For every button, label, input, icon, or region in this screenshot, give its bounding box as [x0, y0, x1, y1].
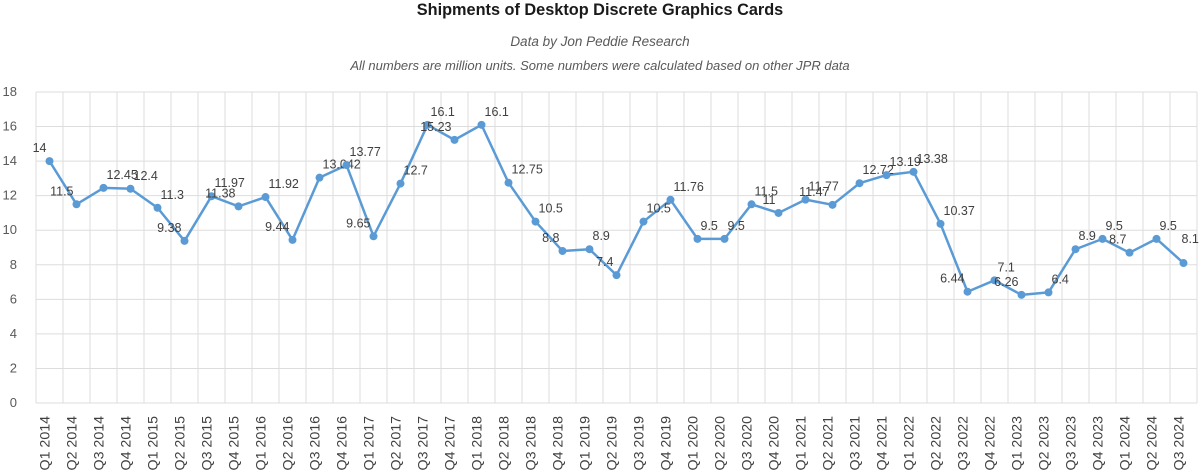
svg-text:Q1 2015: Q1 2015 — [146, 416, 162, 471]
svg-text:Q3 2019: Q3 2019 — [632, 416, 648, 471]
svg-text:Q2 2016: Q2 2016 — [281, 416, 297, 471]
svg-text:Q2 2020: Q2 2020 — [713, 416, 729, 471]
svg-text:2: 2 — [10, 360, 17, 375]
svg-text:13.77: 13.77 — [350, 145, 381, 159]
svg-text:Q3 2021: Q3 2021 — [848, 416, 864, 471]
svg-text:13.042: 13.042 — [323, 158, 361, 172]
svg-text:Q2 2018: Q2 2018 — [497, 416, 513, 471]
svg-text:Q2 2023: Q2 2023 — [1037, 416, 1053, 471]
svg-text:12.4: 12.4 — [134, 169, 158, 183]
svg-text:Q1 2021: Q1 2021 — [794, 416, 810, 471]
svg-text:Q1 2019: Q1 2019 — [578, 416, 594, 471]
svg-text:10.37: 10.37 — [944, 204, 975, 218]
svg-text:Q1 2020: Q1 2020 — [686, 416, 702, 471]
svg-text:Q2 2019: Q2 2019 — [605, 416, 621, 471]
svg-text:Q3 2020: Q3 2020 — [740, 416, 756, 471]
svg-text:Q3 2014: Q3 2014 — [92, 416, 108, 471]
svg-text:6: 6 — [10, 291, 17, 306]
svg-text:8.7: 8.7 — [1109, 233, 1126, 247]
svg-text:6.4: 6.4 — [1052, 272, 1069, 286]
svg-text:Q2 2017: Q2 2017 — [389, 416, 405, 471]
svg-text:8.9: 8.9 — [1079, 229, 1096, 243]
svg-text:Q3 2024: Q3 2024 — [1172, 416, 1188, 471]
svg-text:11.92: 11.92 — [269, 177, 299, 191]
svg-text:Q4 2021: Q4 2021 — [875, 416, 891, 471]
svg-text:8: 8 — [10, 257, 17, 272]
svg-text:14: 14 — [3, 153, 17, 168]
svg-text:11.38: 11.38 — [205, 186, 235, 200]
svg-text:9.44: 9.44 — [265, 220, 289, 234]
svg-text:Q1 2017: Q1 2017 — [362, 416, 378, 471]
svg-text:Q3 2018: Q3 2018 — [524, 416, 540, 471]
svg-text:9.65: 9.65 — [346, 216, 370, 230]
svg-text:9.38: 9.38 — [157, 221, 181, 235]
svg-text:Q4 2023: Q4 2023 — [1091, 416, 1107, 471]
svg-text:7.1: 7.1 — [998, 260, 1015, 274]
svg-text:Q1 2018: Q1 2018 — [470, 416, 486, 471]
svg-text:Q1 2016: Q1 2016 — [254, 416, 270, 471]
svg-text:Q4 2019: Q4 2019 — [659, 416, 675, 471]
svg-text:8.1: 8.1 — [1182, 232, 1199, 246]
svg-text:9.5: 9.5 — [1160, 219, 1177, 233]
svg-text:Q2 2014: Q2 2014 — [65, 416, 81, 471]
svg-text:Q2 2015: Q2 2015 — [173, 416, 189, 471]
svg-text:Q3 2015: Q3 2015 — [200, 416, 216, 471]
svg-text:8.8: 8.8 — [542, 231, 559, 245]
svg-text:Q3 2017: Q3 2017 — [416, 416, 432, 471]
svg-text:Q4 2018: Q4 2018 — [551, 416, 567, 471]
svg-text:12.75: 12.75 — [512, 163, 543, 177]
svg-text:6.44: 6.44 — [940, 272, 964, 286]
svg-text:Q2 2021: Q2 2021 — [821, 416, 837, 471]
svg-text:10: 10 — [3, 222, 17, 237]
svg-text:4: 4 — [10, 326, 17, 341]
svg-text:7.4: 7.4 — [596, 255, 613, 269]
svg-text:15.23: 15.23 — [420, 120, 451, 134]
svg-text:14: 14 — [33, 141, 47, 155]
svg-text:11.5: 11.5 — [50, 184, 73, 198]
svg-text:18: 18 — [3, 84, 17, 99]
svg-text:Q2 2022: Q2 2022 — [929, 416, 945, 471]
svg-text:11.76: 11.76 — [674, 180, 704, 194]
svg-text:8.9: 8.9 — [593, 229, 610, 243]
svg-text:16.1: 16.1 — [431, 105, 455, 119]
svg-text:11: 11 — [763, 193, 776, 207]
svg-text:9.5: 9.5 — [701, 219, 718, 233]
svg-text:12.7: 12.7 — [404, 164, 428, 178]
svg-text:Q4 2014: Q4 2014 — [119, 416, 135, 471]
svg-text:12: 12 — [3, 188, 17, 203]
svg-text:Q2 2024: Q2 2024 — [1145, 416, 1161, 471]
svg-text:10.5: 10.5 — [647, 202, 671, 216]
svg-text:Q4 2015: Q4 2015 — [227, 416, 243, 471]
svg-text:11.3: 11.3 — [161, 188, 184, 202]
svg-text:9.5: 9.5 — [1106, 219, 1123, 233]
svg-text:6.26: 6.26 — [994, 275, 1018, 289]
svg-text:Q4 2020: Q4 2020 — [767, 416, 783, 471]
svg-text:Q1 2014: Q1 2014 — [38, 416, 54, 471]
svg-text:Q1 2023: Q1 2023 — [1010, 416, 1026, 471]
svg-text:16: 16 — [3, 119, 17, 134]
svg-text:Q1 2022: Q1 2022 — [902, 416, 918, 471]
svg-text:9.5: 9.5 — [728, 219, 745, 233]
svg-text:13.38: 13.38 — [917, 152, 948, 166]
svg-text:Q4 2016: Q4 2016 — [335, 416, 351, 471]
svg-text:Q4 2022: Q4 2022 — [983, 416, 999, 471]
svg-text:11.47: 11.47 — [799, 185, 829, 199]
svg-text:Q3 2023: Q3 2023 — [1064, 416, 1080, 471]
svg-text:Q4 2017: Q4 2017 — [443, 416, 459, 471]
svg-text:Q1 2024: Q1 2024 — [1118, 416, 1134, 471]
svg-text:0: 0 — [10, 395, 17, 410]
svg-text:Q3 2016: Q3 2016 — [308, 416, 324, 471]
svg-text:16.1: 16.1 — [485, 105, 509, 119]
svg-text:10.5: 10.5 — [539, 202, 563, 216]
svg-text:Q3 2022: Q3 2022 — [956, 416, 972, 471]
